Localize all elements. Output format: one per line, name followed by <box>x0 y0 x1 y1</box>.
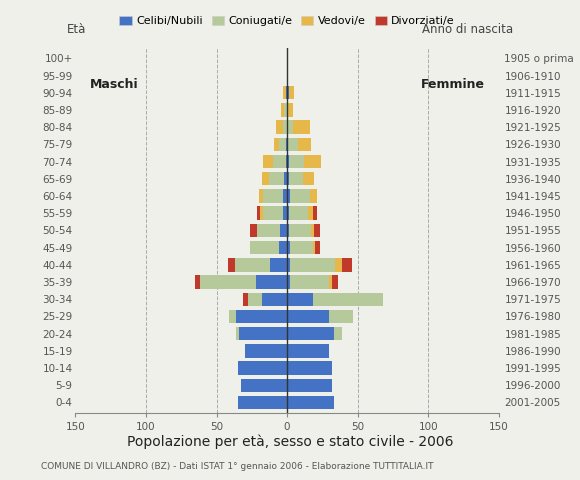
Bar <box>239 327 287 340</box>
Bar <box>290 276 329 289</box>
Bar <box>287 361 332 375</box>
Bar <box>290 189 310 203</box>
Bar <box>251 241 278 254</box>
Bar <box>263 206 283 220</box>
Bar <box>287 241 290 254</box>
Bar <box>293 120 310 134</box>
Bar <box>281 103 284 117</box>
Bar <box>335 258 342 272</box>
Bar <box>310 189 317 203</box>
Bar <box>251 224 258 237</box>
Bar <box>228 258 235 272</box>
Bar <box>262 292 287 306</box>
Bar <box>236 310 287 323</box>
Bar <box>284 103 287 117</box>
Bar <box>278 241 287 254</box>
Bar <box>329 276 332 289</box>
Bar <box>283 206 287 220</box>
Text: Popolazione per età, sesso e stato civile - 2006: Popolazione per età, sesso e stato civil… <box>127 434 453 449</box>
Bar <box>273 155 286 168</box>
Bar <box>286 155 287 168</box>
Bar <box>236 327 239 340</box>
Bar <box>241 379 287 392</box>
Bar <box>286 138 287 151</box>
Bar <box>287 206 288 220</box>
Bar <box>238 396 287 409</box>
Bar <box>287 224 288 237</box>
Bar <box>283 120 287 134</box>
Bar <box>288 155 304 168</box>
Bar <box>263 155 273 168</box>
Bar <box>313 206 317 220</box>
Bar <box>298 138 311 151</box>
Legend: Celibi/Nubili, Coniugati/e, Vedovi/e, Divorziati/e: Celibi/Nubili, Coniugati/e, Vedovi/e, Di… <box>115 12 459 31</box>
Bar <box>270 258 287 272</box>
Bar <box>288 86 294 99</box>
Bar <box>309 206 313 220</box>
Bar <box>229 310 236 323</box>
Bar <box>200 276 256 289</box>
Bar <box>288 224 311 237</box>
Text: Femmine: Femmine <box>420 78 485 91</box>
Bar <box>280 224 287 237</box>
Bar <box>276 120 283 134</box>
Bar <box>283 189 287 203</box>
Bar <box>244 292 248 306</box>
Bar <box>342 258 352 272</box>
Bar <box>278 138 286 151</box>
Bar <box>235 258 270 272</box>
Bar <box>260 206 263 220</box>
Bar <box>313 241 316 254</box>
Bar <box>313 292 383 306</box>
Text: Maschi: Maschi <box>89 78 138 91</box>
Bar <box>195 276 200 289</box>
Bar <box>256 276 287 289</box>
Bar <box>287 327 334 340</box>
Bar <box>287 258 290 272</box>
Bar <box>287 310 329 323</box>
Bar <box>316 241 320 254</box>
Bar <box>286 86 287 99</box>
Bar <box>290 258 335 272</box>
Bar <box>287 103 293 117</box>
Bar <box>287 379 332 392</box>
Bar <box>311 224 314 237</box>
Bar <box>334 327 342 340</box>
Text: COMUNE DI VILLANDRO (BZ) - Dati ISTAT 1° gennaio 2006 - Elaborazione TUTTITALIA.: COMUNE DI VILLANDRO (BZ) - Dati ISTAT 1°… <box>41 462 433 471</box>
Bar <box>287 189 290 203</box>
Bar <box>303 172 314 185</box>
Bar <box>262 172 269 185</box>
Bar <box>287 276 290 289</box>
Bar <box>287 172 288 185</box>
Bar <box>304 155 321 168</box>
Bar <box>287 138 298 151</box>
Bar <box>287 86 288 99</box>
Bar <box>259 189 263 203</box>
Bar <box>263 189 283 203</box>
Bar <box>283 86 286 99</box>
Text: Età: Età <box>67 23 86 36</box>
Bar <box>329 310 353 323</box>
Bar <box>274 138 278 151</box>
Bar <box>332 276 338 289</box>
Bar <box>287 292 313 306</box>
Bar <box>288 172 303 185</box>
Bar <box>287 396 334 409</box>
Bar <box>287 344 329 358</box>
Bar <box>258 224 280 237</box>
Bar <box>258 206 260 220</box>
Bar <box>287 155 288 168</box>
Text: Anno di nascita: Anno di nascita <box>422 23 513 36</box>
Bar <box>288 206 309 220</box>
Bar <box>269 172 284 185</box>
Bar <box>314 224 320 237</box>
Bar <box>245 344 287 358</box>
Bar <box>287 120 293 134</box>
Bar <box>284 172 287 185</box>
Bar <box>290 241 313 254</box>
Bar <box>248 292 262 306</box>
Bar <box>238 361 287 375</box>
